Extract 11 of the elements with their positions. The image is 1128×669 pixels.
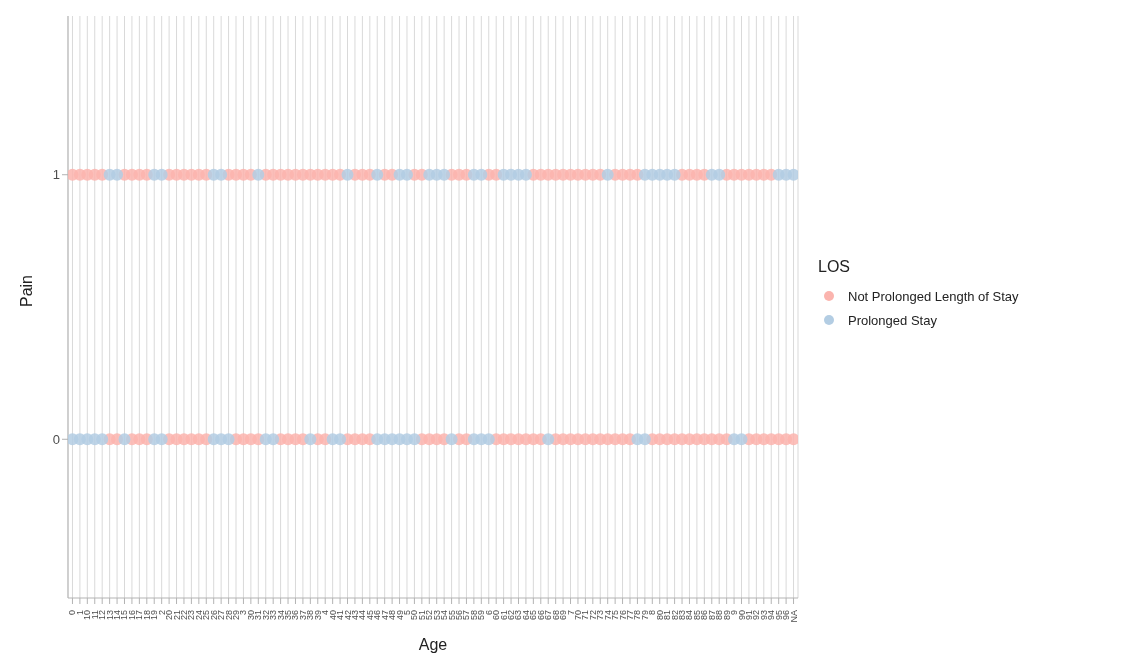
x-tick-label: 39 bbox=[312, 610, 323, 621]
legend-title: LOS bbox=[818, 258, 851, 276]
y-axis-title: Pain bbox=[17, 274, 35, 307]
x-tick-label: 66 bbox=[535, 610, 546, 621]
x-axis-title: Age bbox=[418, 636, 448, 653]
x-tick-label: 77 bbox=[625, 610, 635, 621]
legend-label: Prolonged Stay bbox=[848, 312, 937, 328]
legend-label: Not Prolonged Length of Stay bbox=[848, 288, 1019, 304]
x-tick-label: 6 bbox=[483, 610, 494, 616]
x-tick-label: 29 bbox=[231, 610, 241, 621]
x-tick-label: 87 bbox=[706, 610, 717, 621]
